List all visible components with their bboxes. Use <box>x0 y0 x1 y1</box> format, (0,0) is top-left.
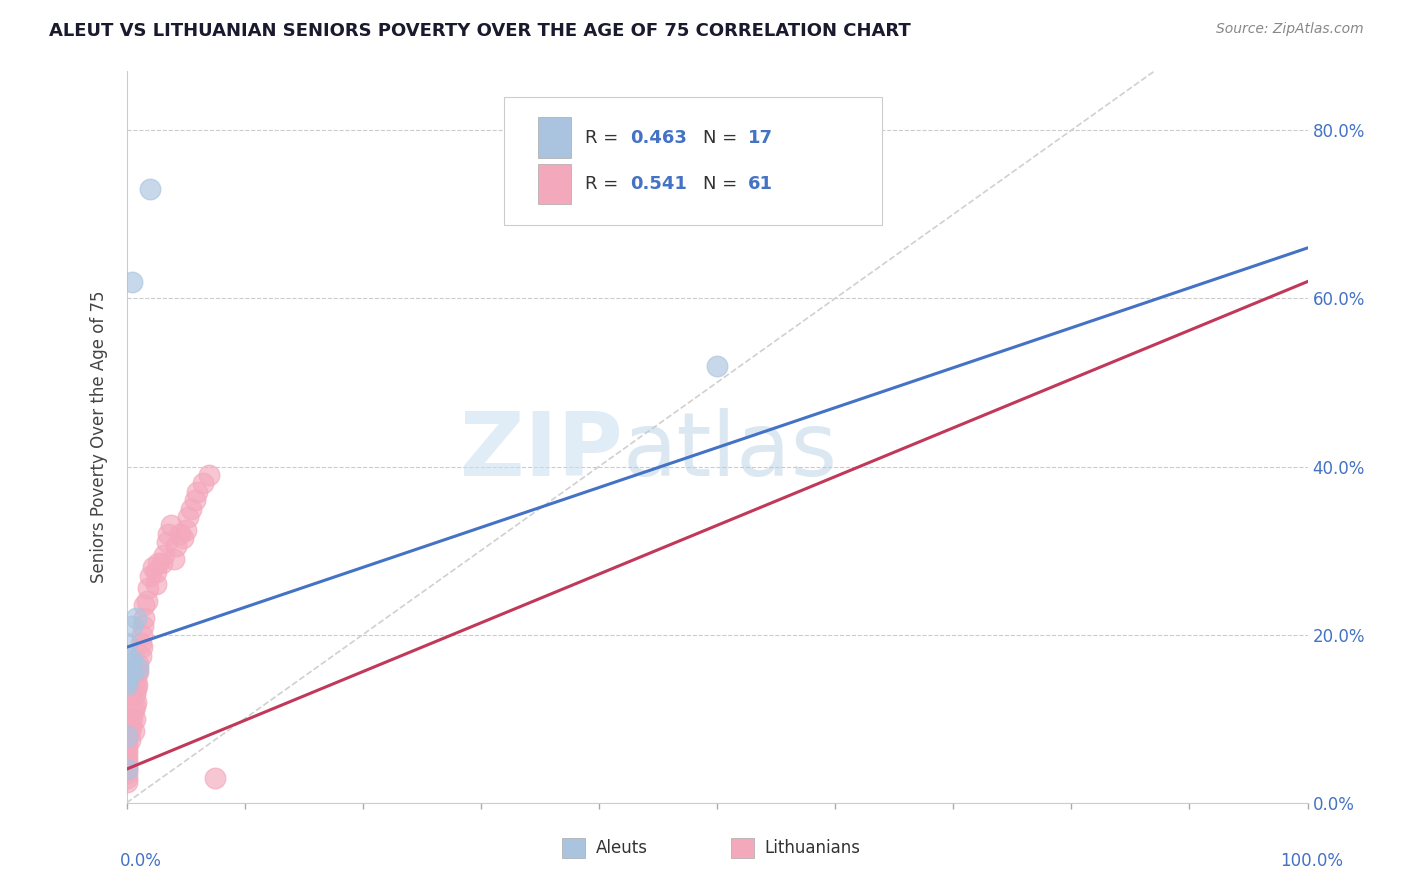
Bar <box>537 118 571 158</box>
Point <box>115 745 138 759</box>
Point <box>127 665 149 680</box>
Point <box>172 531 194 545</box>
Point <box>121 619 143 633</box>
Point <box>115 729 138 743</box>
Point <box>131 627 153 641</box>
Point <box>141 560 163 574</box>
Point <box>127 678 149 692</box>
Point <box>115 749 138 764</box>
Text: 0.463: 0.463 <box>630 128 686 146</box>
Point <box>129 648 152 663</box>
Point <box>127 661 149 675</box>
Point <box>180 501 202 516</box>
Point <box>125 673 148 688</box>
Point <box>136 582 159 596</box>
Point <box>184 493 207 508</box>
Point <box>174 523 197 537</box>
Point <box>120 724 142 739</box>
Point <box>139 569 162 583</box>
Point <box>135 594 157 608</box>
Text: 61: 61 <box>748 176 773 194</box>
Point <box>125 695 148 709</box>
Point <box>122 703 145 717</box>
Point <box>163 552 186 566</box>
Point <box>121 712 143 726</box>
Text: 17: 17 <box>748 128 773 146</box>
Text: ALEUT VS LITHUANIAN SENIORS POVERTY OVER THE AGE OF 75 CORRELATION CHART: ALEUT VS LITHUANIAN SENIORS POVERTY OVER… <box>49 22 911 40</box>
Point <box>134 611 156 625</box>
Point <box>115 771 138 785</box>
Point <box>160 518 183 533</box>
Point <box>129 636 152 650</box>
Point <box>115 754 138 768</box>
Point <box>115 636 138 650</box>
Point <box>115 774 138 789</box>
Text: Source: ZipAtlas.com: Source: ZipAtlas.com <box>1216 22 1364 37</box>
Point <box>125 611 148 625</box>
Point <box>145 577 167 591</box>
Point <box>120 720 142 734</box>
Text: Lithuanians: Lithuanians <box>765 839 860 857</box>
Point <box>153 548 176 562</box>
Point <box>120 715 142 730</box>
Text: Aleuts: Aleuts <box>596 839 648 857</box>
Point <box>134 599 156 613</box>
Point <box>127 665 149 680</box>
Point <box>169 526 191 541</box>
Point <box>131 640 153 655</box>
Point <box>121 653 143 667</box>
Point <box>150 556 173 570</box>
Point <box>115 762 138 776</box>
Point <box>139 182 162 196</box>
Point <box>122 724 145 739</box>
Text: N =: N = <box>703 128 742 146</box>
Bar <box>537 164 571 204</box>
Point <box>120 732 142 747</box>
Text: 0.541: 0.541 <box>630 176 686 194</box>
Text: N =: N = <box>703 176 742 194</box>
Point <box>132 619 155 633</box>
Point <box>124 712 146 726</box>
Point <box>148 556 170 570</box>
Point <box>204 771 226 785</box>
Text: R =: R = <box>585 176 624 194</box>
Text: ZIP: ZIP <box>460 409 623 495</box>
Point <box>115 762 138 776</box>
Point <box>115 758 138 772</box>
Point <box>115 766 138 780</box>
Point <box>165 540 187 554</box>
Point <box>121 275 143 289</box>
Point <box>115 732 138 747</box>
Point <box>706 359 728 373</box>
Text: R =: R = <box>585 128 624 146</box>
Point <box>125 682 148 697</box>
Point <box>115 724 138 739</box>
Point <box>127 657 149 671</box>
Y-axis label: Seniors Poverty Over the Age of 75: Seniors Poverty Over the Age of 75 <box>90 291 108 583</box>
Point <box>193 476 215 491</box>
Point <box>198 467 221 482</box>
Point <box>115 673 138 688</box>
FancyBboxPatch shape <box>505 97 883 225</box>
Point <box>115 737 138 751</box>
Text: 0.0%: 0.0% <box>120 852 162 870</box>
Point <box>120 657 142 671</box>
Point <box>115 648 138 663</box>
Point <box>145 565 167 579</box>
Point <box>177 510 200 524</box>
Point <box>124 686 146 700</box>
Text: 100.0%: 100.0% <box>1279 852 1343 870</box>
Point <box>124 699 146 714</box>
Point <box>121 665 143 680</box>
Point <box>156 526 179 541</box>
Point <box>115 741 138 756</box>
Point <box>156 535 179 549</box>
Point <box>115 670 138 684</box>
Point <box>115 729 138 743</box>
Text: atlas: atlas <box>623 409 838 495</box>
Point <box>186 484 208 499</box>
Point <box>115 661 138 675</box>
Point <box>115 678 138 692</box>
